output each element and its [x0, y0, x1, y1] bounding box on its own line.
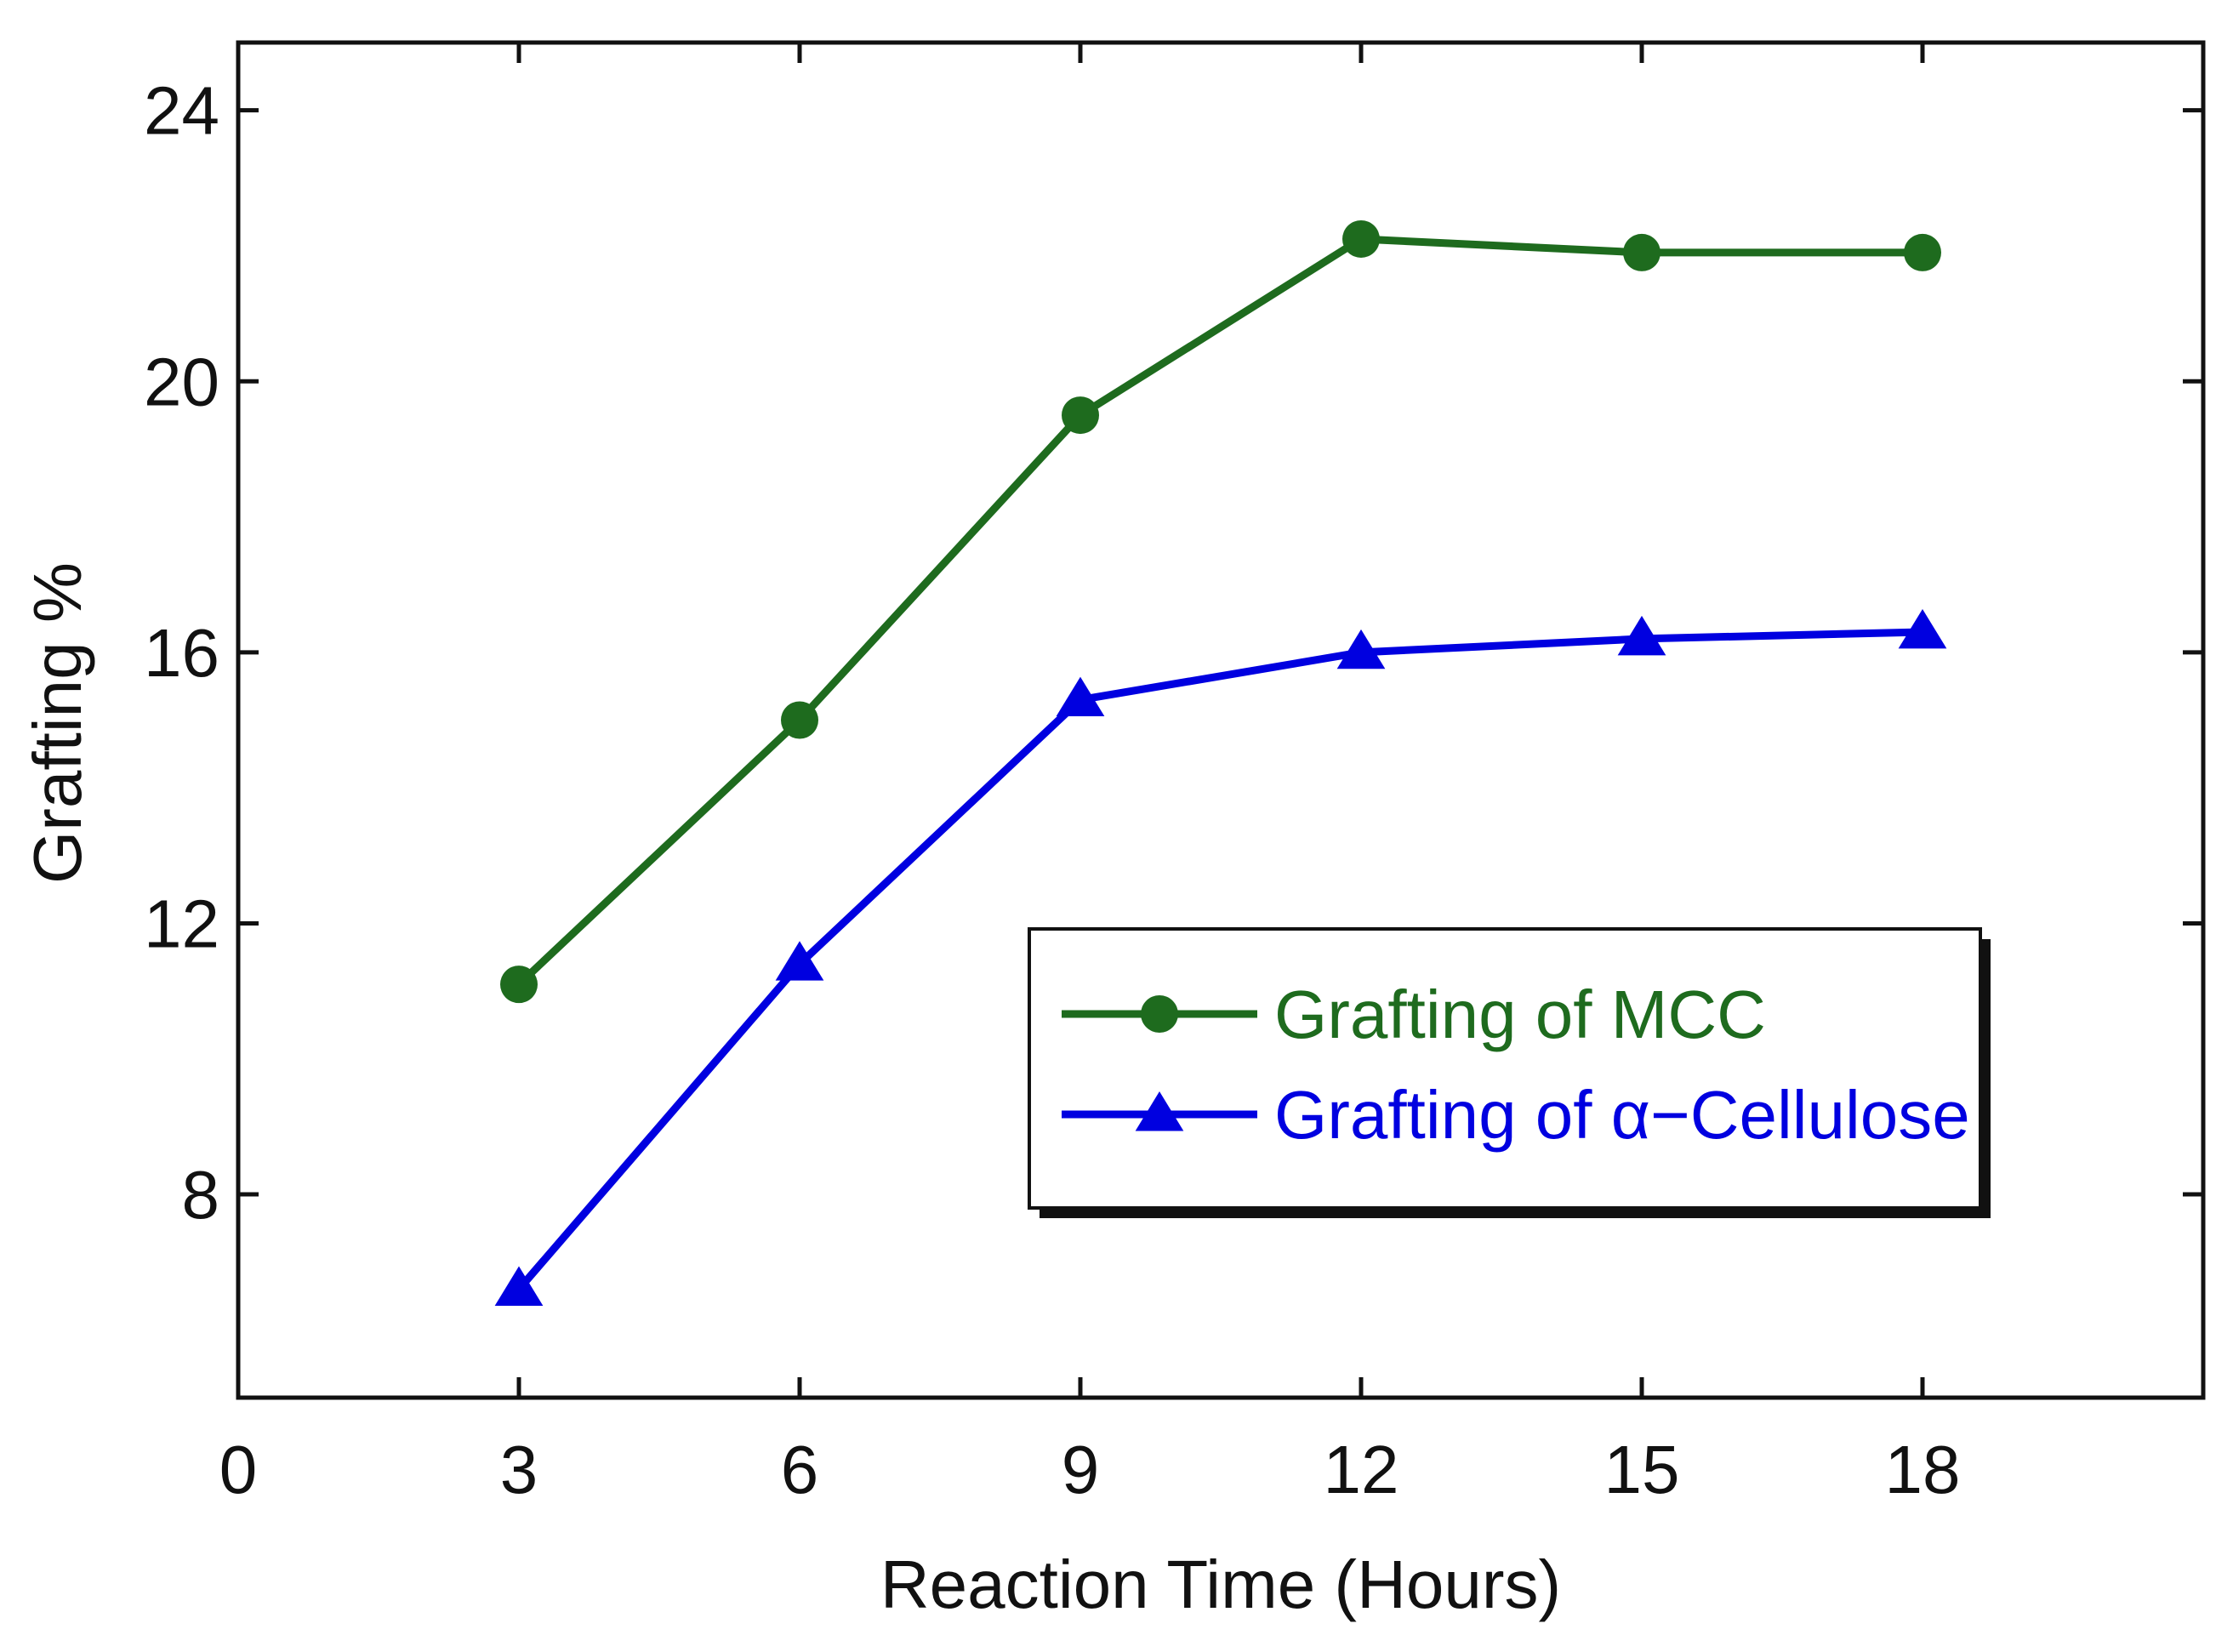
- legend-marker-alpha-cellulose: [1135, 1091, 1184, 1131]
- series-mcc: [500, 219, 1941, 1004]
- data-point-alpha-cellulose: [1336, 629, 1386, 669]
- y-tick-label: 8: [182, 1157, 220, 1233]
- data-point-mcc: [1342, 219, 1380, 258]
- plot-area-frame: [236, 40, 2206, 1400]
- x-tick-label: 9: [1062, 1432, 1100, 1507]
- x-tick-label: 6: [781, 1432, 819, 1507]
- y-tick-label: 12: [144, 886, 219, 961]
- x-tick-label: 15: [1604, 1432, 1680, 1507]
- series-line-mcc: [516, 235, 1923, 988]
- x-tick-label: 3: [500, 1432, 538, 1507]
- legend: Grafting of MCC Grafting of α−Cellulose: [1028, 927, 1991, 1218]
- legend-marker-mcc: [1141, 995, 1178, 1033]
- y-tick-label: 20: [144, 344, 219, 419]
- series-line-alpha-cellulose: [516, 628, 1923, 1292]
- x-tick-label: 0: [219, 1432, 258, 1507]
- data-point-alpha-cellulose: [494, 1266, 544, 1306]
- data-point-alpha-cellulose: [1898, 608, 1947, 649]
- x-tick-label: 12: [1324, 1432, 1399, 1507]
- x-axis-title: Reaction Time (Hours): [880, 1547, 1561, 1622]
- y-tick-label: 16: [144, 615, 219, 691]
- data-point-alpha-cellulose: [1056, 676, 1105, 717]
- data-point-mcc: [1062, 396, 1099, 435]
- legend-entries: Grafting of MCC Grafting of α−Cellulose: [1062, 977, 1970, 1153]
- legend-label-mcc: Grafting of MCC: [1274, 977, 1766, 1052]
- data-point-alpha-cellulose: [775, 941, 824, 981]
- legend-label-alpha-cellulose: Grafting of α−Cellulose: [1274, 1077, 1970, 1153]
- x-tick-label: 18: [1885, 1432, 1961, 1507]
- series-alpha-cellulose: [494, 608, 1947, 1306]
- data-point-mcc: [500, 966, 538, 1004]
- ticks: 0 3 6 9 12 15 18 8 12 16 20 24: [144, 43, 2203, 1507]
- y-axis-title: Grafting %: [20, 562, 95, 884]
- data-point-mcc: [1623, 233, 1661, 271]
- data-point-alpha-cellulose: [1617, 615, 1666, 656]
- y-tick-label: 24: [144, 73, 219, 149]
- legend-box: [1028, 927, 1982, 1210]
- series-layer: [494, 219, 1947, 1306]
- data-point-mcc: [781, 701, 818, 739]
- data-point-mcc: [1904, 233, 1941, 271]
